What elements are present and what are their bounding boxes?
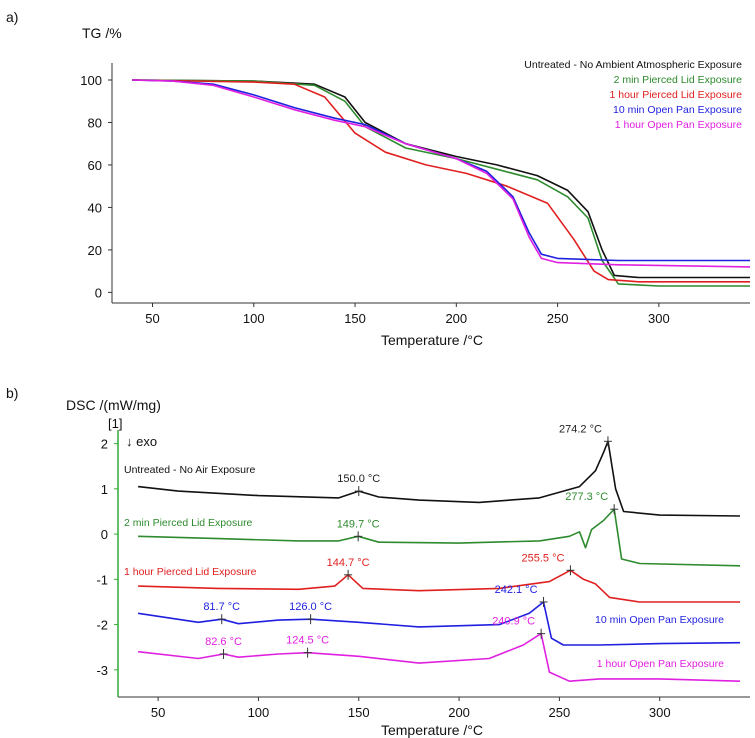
x-tick-label: 150 <box>348 705 370 720</box>
legend-entry: 2 min Pierced Lid Exposure <box>614 74 743 86</box>
peak-label: 242.1 °C <box>495 584 538 596</box>
y-tick-label: 40 <box>88 200 102 215</box>
y-tick-label: -3 <box>96 663 108 678</box>
series-line-1 <box>132 79 750 287</box>
panel-b-series <box>137 440 741 683</box>
series-line-4 <box>138 632 741 683</box>
y-tick-label: 0 <box>95 285 102 300</box>
series-label: 1 hour Open Pan Exposure <box>597 658 724 670</box>
panel-a-x-ticks: 50 100 150 200 250 300 <box>145 303 670 326</box>
panel-a-ylabel: TG /% <box>82 25 122 41</box>
peak-label: 82.6 °C <box>205 636 242 648</box>
series-line-2 <box>132 79 750 283</box>
x-tick-label: 300 <box>648 311 670 326</box>
panel-b-x-ticks: 50 100 150 200 250 300 <box>151 697 671 720</box>
panel-a-xlabel: Temperature /°C <box>381 332 483 348</box>
panel-b-label: b) <box>6 385 18 401</box>
peak-label: 124.5 °C <box>286 635 329 647</box>
series-line-0 <box>138 440 741 517</box>
series-line-1 <box>138 508 741 567</box>
x-tick-label: 200 <box>448 705 470 720</box>
peak-label: 126.0 °C <box>289 601 332 613</box>
panel-b-ylabel: DSC /(mW/mg) <box>66 397 161 413</box>
panel-a-legend: Untreated - No Ambient Atmospheric Expos… <box>524 59 742 131</box>
x-tick-label: 250 <box>547 311 569 326</box>
panel-a-series <box>132 79 751 287</box>
peak-label: 149.7 °C <box>337 518 380 530</box>
x-tick-label: 300 <box>649 705 671 720</box>
x-tick-label: 200 <box>445 311 467 326</box>
peak-label: 144.7 °C <box>327 557 370 569</box>
legend-entry: 1 hour Pierced Lid Exposure <box>610 89 743 101</box>
series-label: 2 min Pierced Lid Exposure <box>124 517 253 529</box>
x-tick-label: 100 <box>243 311 265 326</box>
panel-b-exo-label: ↓ exo <box>126 434 157 449</box>
peak-label: 274.2 °C <box>559 423 602 435</box>
panel-b-xlabel: Temperature /°C <box>381 722 483 738</box>
x-tick-label: 250 <box>549 705 571 720</box>
panel-a: a) TG /% 50 100 150 200 250 300 020406080100 … <box>6 9 751 348</box>
x-tick-label: 100 <box>248 705 270 720</box>
y-tick-label: 0 <box>101 527 108 542</box>
series-line-4 <box>132 79 751 268</box>
legend-entry: 10 min Open Pan Exposure <box>613 104 742 116</box>
panel-a-label: a) <box>6 9 18 25</box>
x-tick-label: 50 <box>145 311 159 326</box>
legend-entry: Untreated - No Ambient Atmospheric Expos… <box>524 59 742 71</box>
legend-entry: 1 hour Open Pan Exposure <box>615 119 742 131</box>
panel-b-ylabel-sub: [1] <box>108 416 122 431</box>
panel-b: b) DSC /(mW/mg) [1] ↓ exo 50 100 150 200 250… <box>6 385 750 738</box>
panel-b-series-labels: Untreated - No Air Exposure 2 min Pierced… <box>124 464 724 670</box>
series-label: Untreated - No Air Exposure <box>124 464 255 476</box>
series-line-0 <box>132 79 750 279</box>
peak-label: 255.5 °C <box>521 552 564 564</box>
y-tick-label: 1 <box>101 482 108 497</box>
x-tick-label: 150 <box>344 311 366 326</box>
x-tick-label: 50 <box>151 705 165 720</box>
peak-label: 81.7 °C <box>203 601 240 613</box>
peak-label: 277.3 °C <box>565 491 608 503</box>
series-label: 10 min Open Pan Exposure <box>595 614 724 626</box>
y-tick-label: 20 <box>88 243 102 258</box>
y-tick-label: 100 <box>80 73 102 88</box>
peak-label: 240.9 °C <box>492 616 535 628</box>
panel-b-peak-annotations: 150.0 °C 274.2 °C 149.7 °C 277.3 °C 144.7 °C… <box>203 423 619 660</box>
y-tick-label: 2 <box>101 437 108 452</box>
series-line-2 <box>138 569 740 603</box>
y-tick-label: 60 <box>88 158 102 173</box>
series-line-3 <box>137 601 741 646</box>
series-label: 1 hour Pierced Lid Exposure <box>124 566 257 578</box>
panel-b-y-ticks: -3 -2 -1 0 1 2 <box>96 437 118 678</box>
y-tick-label: -2 <box>96 618 108 633</box>
panel-a-y-ticks: 0 20 40 60 80 100 <box>80 73 112 300</box>
y-tick-label: -1 <box>96 572 108 587</box>
y-tick-label: 80 <box>88 115 102 130</box>
peak-label: 150.0 °C <box>337 473 380 485</box>
